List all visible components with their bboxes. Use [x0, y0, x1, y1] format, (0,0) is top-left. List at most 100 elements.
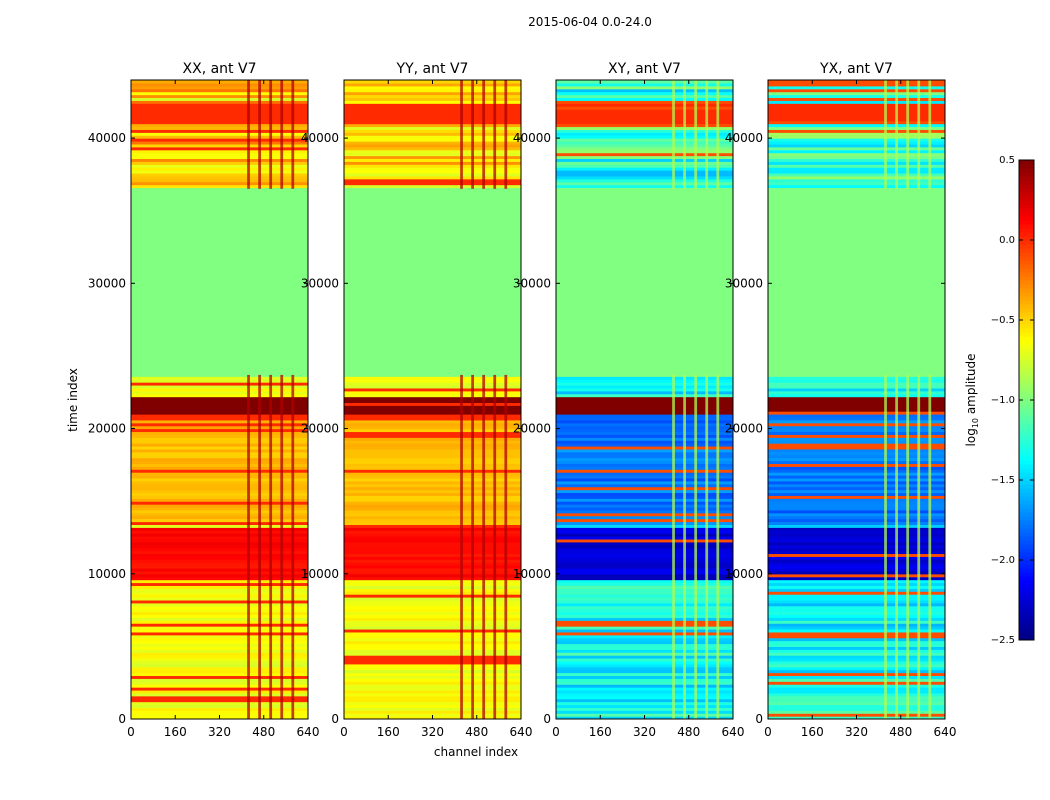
y-tick-label: 40000: [725, 131, 763, 145]
heat-row: [556, 97, 733, 101]
rfi-column: [471, 80, 474, 189]
colorbar-segment: [1019, 620, 1034, 625]
colorbar-segment: [1019, 184, 1034, 189]
heat-row: [768, 582, 945, 586]
rfi-column: [895, 374, 898, 719]
colorbar-segment: [1019, 320, 1034, 325]
heat-row: [556, 512, 733, 517]
heat-row: [556, 634, 733, 639]
heat-row: [768, 628, 945, 633]
heat-row: [768, 431, 945, 435]
heat-row: [344, 460, 521, 464]
colorbar-segment: [1019, 552, 1034, 557]
heat-row: [556, 143, 733, 148]
flagged-block: [344, 188, 521, 375]
heat-row: [131, 451, 308, 456]
x-tick-label: 640: [934, 725, 957, 739]
heat-row: [131, 117, 308, 122]
x-tick-label: 0: [127, 725, 135, 739]
heat-row: [131, 675, 308, 679]
x-tick-label: 480: [889, 725, 912, 739]
heat-row: [344, 477, 521, 482]
colorbar-segment: [1019, 228, 1034, 233]
heat-row: [768, 634, 945, 639]
rfi-column: [493, 374, 497, 719]
heat-row: [344, 106, 521, 110]
heat-row: [556, 135, 733, 139]
rfi-column: [291, 80, 295, 189]
colorbar-segment: [1019, 300, 1034, 305]
heat-row: [344, 559, 521, 563]
heat-row: [131, 402, 308, 406]
heat-row: [768, 594, 945, 598]
heat-row: [131, 463, 308, 467]
heat-row: [556, 483, 733, 488]
x-tick-label: 0: [764, 725, 772, 739]
colorbar-segment: [1019, 224, 1034, 229]
panel-title: YY, ant V7: [396, 61, 469, 77]
heat-row: [768, 579, 945, 584]
heat-row: [131, 594, 308, 598]
colorbar-segment: [1019, 284, 1034, 289]
heat-row: [344, 582, 521, 586]
heat-row: [768, 687, 945, 691]
heat-row: [768, 576, 945, 581]
heat-row: [344, 556, 521, 560]
heat-row: [768, 161, 945, 165]
heat-row: [556, 582, 733, 586]
heat-row: [768, 408, 945, 412]
heat-row: [344, 498, 521, 502]
colorbar-segment: [1019, 272, 1034, 277]
panel-3: YX, ant V7 0 160 320 480 640 0 10000 20000 30000 4…: [725, 61, 957, 739]
colorbar-segment: [1019, 208, 1034, 213]
heat-row: [556, 521, 733, 525]
heat-row: [131, 454, 308, 459]
heat-row: [131, 631, 308, 636]
heat-row: [556, 623, 733, 627]
heat-row: [768, 521, 945, 525]
heat-row: [556, 411, 733, 415]
rfi-column: [705, 374, 709, 719]
heat-row: [344, 140, 521, 145]
heat-row: [344, 85, 521, 90]
heat-row: [131, 562, 308, 566]
rfi-column: [928, 374, 932, 719]
heat-row: [768, 422, 945, 427]
heat-row: [556, 126, 733, 130]
heat-row: [131, 585, 308, 589]
heat-row: [344, 123, 521, 128]
heat-row: [131, 379, 308, 383]
colorbar-segment: [1019, 592, 1034, 597]
heat-row: [344, 472, 521, 476]
heat-row: [344, 637, 521, 642]
heat-row: [556, 599, 733, 604]
heat-row: [768, 518, 945, 523]
heat-row: [768, 425, 945, 430]
heat-row: [131, 553, 308, 557]
colorbar-segment: [1019, 444, 1034, 449]
heat-row: [344, 675, 521, 679]
rfi-column: [258, 374, 261, 719]
heat-row: [344, 713, 521, 717]
colorbar-segment: [1019, 628, 1034, 633]
colorbar-segment: [1019, 164, 1034, 169]
heat-row: [768, 483, 945, 488]
heat-row: [768, 178, 945, 183]
heat-row: [768, 695, 945, 700]
colorbar-tick-label: 0.5: [999, 155, 1015, 166]
heat-row: [768, 382, 945, 386]
colorbar-segment: [1019, 400, 1034, 405]
heat-row: [344, 608, 521, 613]
heat-row: [344, 562, 521, 566]
heat-row: [768, 684, 945, 688]
heat-row: [344, 135, 521, 139]
colorbar-segment: [1019, 324, 1034, 329]
heat-row: [556, 486, 733, 491]
heat-row: [131, 384, 308, 389]
colorbar-segment: [1019, 464, 1034, 469]
colorbar-segment: [1019, 616, 1034, 621]
heat-row: [131, 628, 308, 633]
heat-row: [768, 617, 945, 621]
heat-row: [131, 559, 308, 563]
heat-row: [131, 652, 308, 656]
